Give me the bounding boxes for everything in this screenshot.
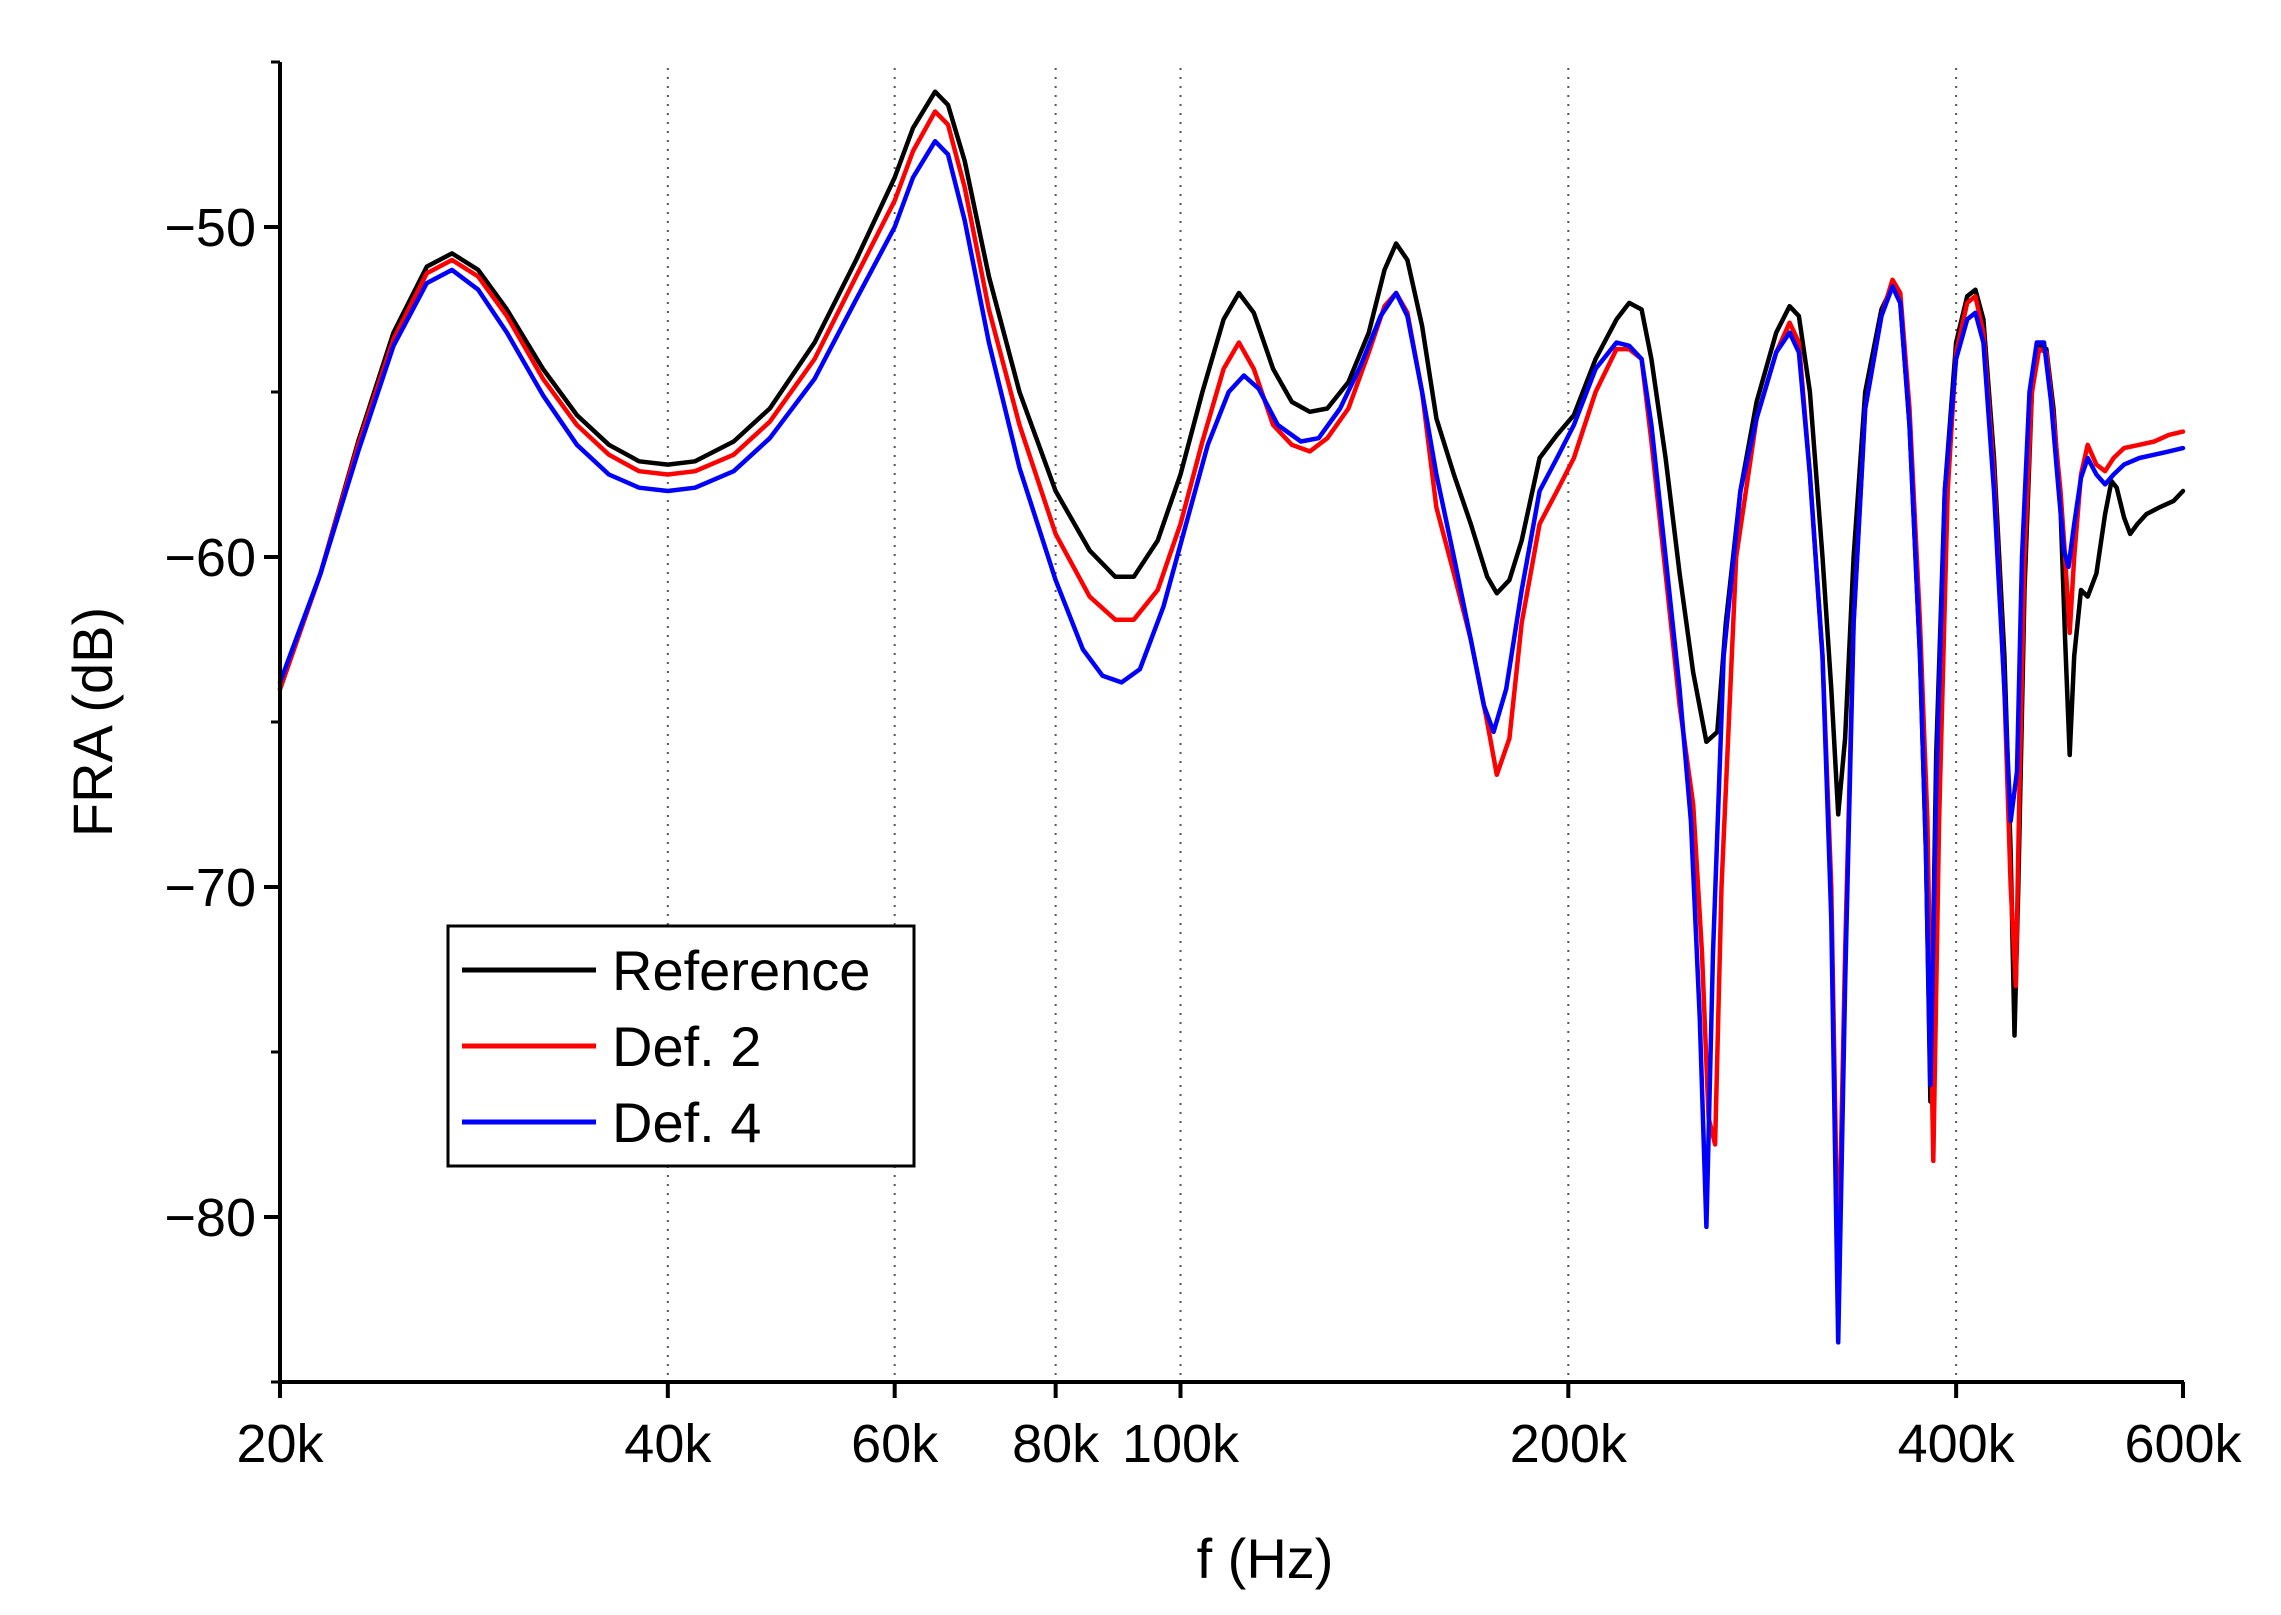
x-tick-label-400k: 400k (1898, 1414, 2016, 1474)
y-tick-label--80: −80 (164, 1188, 256, 1248)
x-tick-label-100k: 100k (1122, 1414, 1240, 1474)
x-tick-label-600k: 600k (2124, 1414, 2242, 1474)
grid-lines (666, 68, 1958, 1382)
legend-label-def-2: Def. 2 (612, 1015, 761, 1078)
legend-label-def-4: Def. 4 (612, 1091, 761, 1154)
y-tick-label--50: −50 (164, 198, 256, 258)
series-line-def-4 (277, 138, 2186, 1345)
x-tick-label-80k: 80k (1012, 1414, 1100, 1474)
y-tick-label--60: −60 (164, 528, 256, 588)
legend-label-reference: Reference (612, 939, 870, 1002)
x-ticks: 20k 40k 60k 80k 100k 200k 400k 600k (236, 1382, 2243, 1474)
y-ticks: −80 −70 −60 −50 (164, 60, 280, 1384)
x-tick-label-20k: 20k (236, 1414, 324, 1474)
x-tick-label-60k: 60k (851, 1414, 939, 1474)
series-lines (277, 89, 2186, 1345)
legend: Reference Def. 2 Def. 4 (446, 924, 916, 1168)
y-axis-title: FRA (dB) (61, 607, 124, 837)
x-tick-label-40k: 40k (624, 1414, 712, 1474)
x-axis-title: f (Hz) (1197, 1527, 1334, 1590)
x-tick-label-200k: 200k (1510, 1414, 1628, 1474)
y-tick-label--70: −70 (164, 858, 256, 918)
